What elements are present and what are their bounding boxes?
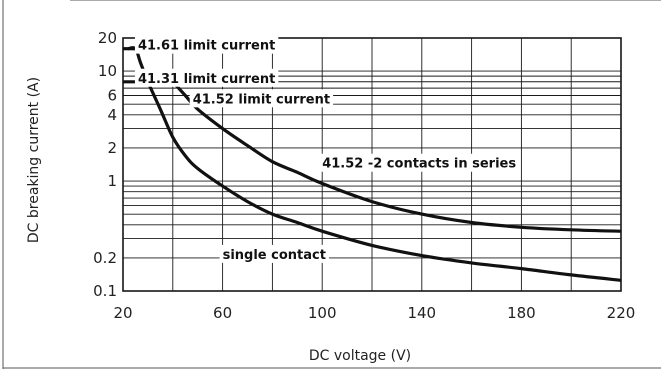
x-tick-label: 180: [507, 304, 536, 322]
y-axis-title: DC breaking current (A): [26, 77, 42, 243]
x-tick-label: 100: [308, 304, 337, 322]
annotation-label: 41.52 limit current: [193, 92, 330, 107]
annotation-bg: [134, 68, 279, 87]
annotation-bg: [319, 153, 520, 172]
annotation-bg: [219, 244, 329, 263]
x-axis-title: DC voltage (V): [309, 348, 411, 364]
annotation-label: 41.31 limit current: [138, 72, 275, 87]
x-tick-label: 220: [607, 304, 636, 322]
annotation-label: 41.52 -2 contacts in series: [322, 157, 516, 172]
annotation-label: single contact: [223, 248, 326, 263]
y-tick-label: 1: [107, 172, 117, 190]
annotation-layer: 41.61 limit current 41.31 limit current 41…: [134, 35, 520, 263]
y-tick-label: 4: [107, 106, 117, 124]
y-tick-label: 10: [98, 62, 117, 80]
x-tick-label: 60: [213, 304, 232, 322]
curve-series2: [171, 80, 622, 233]
annotation-a3: 41.52 limit current: [189, 89, 334, 108]
x-tick-label: 140: [407, 304, 436, 322]
annotation-bg: [189, 89, 334, 108]
annotation-a2: 41.31 limit current: [134, 68, 279, 87]
y-tick-label: 20: [98, 29, 117, 47]
annotation-bg: [134, 35, 279, 54]
annotation-a5: single contact: [219, 244, 329, 263]
y-tick-label: 0.1: [93, 282, 117, 300]
y-tick-label: 2: [107, 139, 117, 157]
annotation-label: 41.61 limit current: [138, 39, 275, 54]
x-tick-label: 20: [113, 304, 132, 322]
y-tick-label: 0.2: [93, 249, 117, 267]
tick-layer: 20 60 100 140 180 220 20 10 6 4 2 1 0.2 0.1: [93, 29, 635, 322]
y-tick-label: 6: [107, 86, 117, 104]
annotation-a4: 41.52 -2 contacts in series: [319, 153, 520, 172]
annotation-a1: 41.61 limit current: [134, 35, 279, 54]
